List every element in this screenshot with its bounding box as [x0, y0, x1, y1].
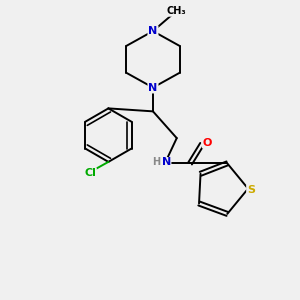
Text: Cl: Cl: [84, 168, 96, 178]
Text: N: N: [148, 26, 158, 36]
Text: S: S: [247, 185, 255, 195]
Text: O: O: [203, 138, 212, 148]
Text: H: H: [152, 158, 160, 167]
Text: CH₃: CH₃: [167, 6, 187, 16]
Text: N: N: [148, 82, 158, 93]
Text: N: N: [162, 158, 171, 167]
